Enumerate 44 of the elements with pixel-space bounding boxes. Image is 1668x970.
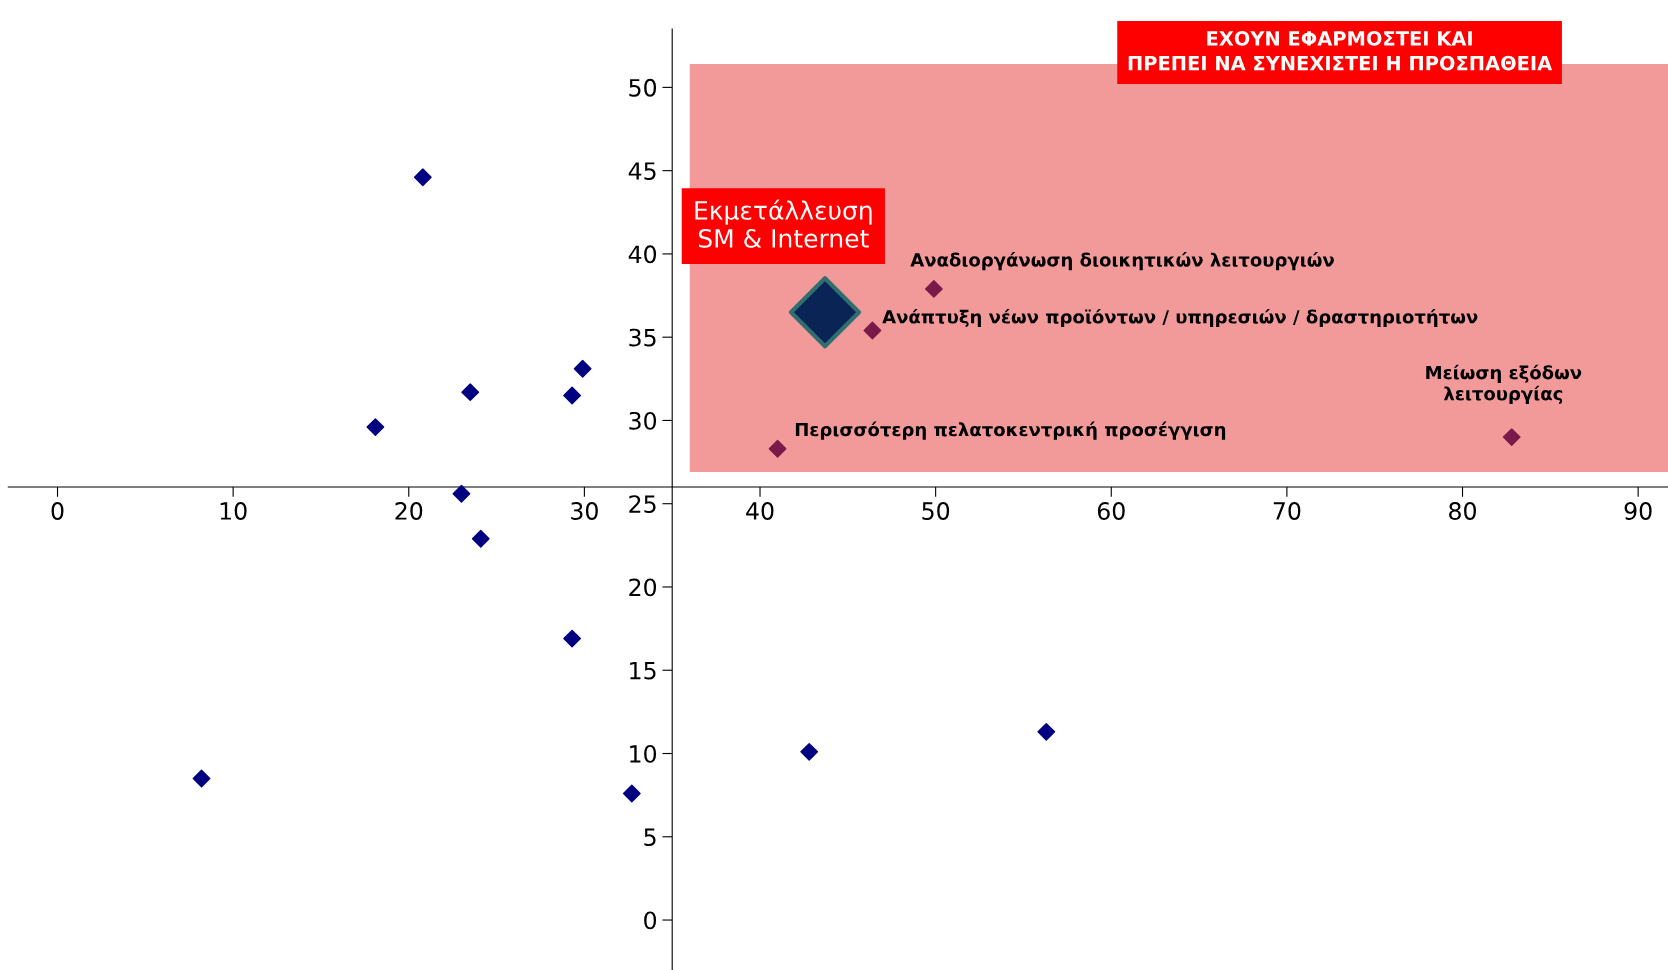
x-tick-label: 50	[922, 502, 950, 520]
y-tick-label: 50	[629, 78, 657, 97]
y-tick-label: 5	[644, 828, 656, 847]
y-tick-label: 0	[644, 911, 657, 930]
point	[563, 629, 582, 648]
band-label: ΕΧΟΥΝ ΕΦΑΡΜΟΣΤΕΙ ΚΑΙ ΠΡΕΠΕΙ ΝΑ ΣΥΝΕΧΙΣΤΕΙ Η ΠΡΟΣΠΑΘΕΙΑ	[1128, 30, 1553, 71]
point	[461, 383, 480, 402]
x-tick-label: 90	[1624, 502, 1652, 520]
x-tick-label: 0	[51, 502, 64, 520]
point	[366, 418, 385, 437]
y-tick-label: 35	[629, 328, 656, 347]
y-tick-label: 30	[629, 411, 657, 430]
point	[788, 276, 862, 349]
y-tick-label: 10	[630, 744, 657, 763]
point	[1502, 428, 1521, 447]
annotation: Περισσότερη πελατοκεντρική προσέγγιση	[795, 421, 1226, 440]
point	[800, 742, 819, 761]
y-tick-label: 40	[628, 245, 657, 264]
annotation: Μείωση εξόδων λειτουργίας	[1426, 364, 1582, 404]
x-tick-label: 70	[1273, 502, 1301, 520]
point	[622, 784, 641, 803]
x-tick-label: 30	[571, 502, 598, 520]
x-tick-label: 10	[220, 502, 247, 520]
x-tick-label: 40	[746, 502, 774, 520]
annotation: Εκμετάλλευση SM & Internet	[695, 199, 872, 248]
point	[1037, 722, 1056, 741]
x-tick-label: 20	[395, 502, 423, 520]
point	[573, 359, 592, 378]
point	[563, 386, 582, 405]
y-tick-label: 45	[628, 162, 656, 180]
point	[452, 484, 471, 503]
point	[471, 529, 490, 548]
y-tick-label: 25	[629, 495, 656, 514]
y-tick-label: 15	[630, 662, 656, 680]
x-tick-label: 80	[1449, 502, 1476, 520]
point	[863, 321, 882, 340]
annotation: Ανάπτυξη νέων προϊόντων / υπηρεσιών / δραστηριοτήτων	[882, 308, 1478, 328]
annotation: Αναδιοργάνωση διοικητικών λειτουργιών	[910, 252, 1334, 271]
point	[924, 279, 943, 298]
point	[413, 168, 432, 187]
point	[768, 439, 787, 458]
x-tick-label: 60	[1097, 502, 1125, 520]
y-tick-label: 20	[629, 578, 657, 597]
point	[192, 769, 211, 788]
